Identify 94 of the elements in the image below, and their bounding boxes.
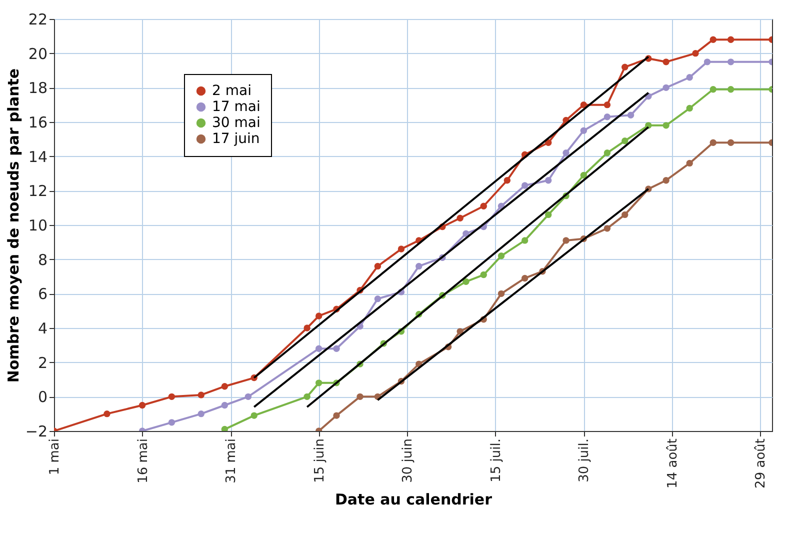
- y-tick-label: 20: [28, 44, 48, 63]
- point: [662, 58, 670, 66]
- point: [710, 86, 716, 93]
- point: [198, 392, 204, 398]
- point: [662, 84, 670, 92]
- point: [704, 58, 711, 66]
- point: [727, 58, 734, 66]
- point: [710, 36, 716, 43]
- point: [250, 412, 258, 419]
- point: [727, 139, 734, 146]
- point: [622, 64, 628, 70]
- y-tick-label: 6: [38, 285, 48, 304]
- point: [198, 410, 204, 418]
- x-tick-label: 30 juin: [400, 438, 416, 483]
- point: [168, 419, 176, 426]
- point: [710, 139, 716, 146]
- y-tick-label: 14: [28, 148, 48, 166]
- point: [456, 214, 464, 222]
- legend-label: 30 mai: [212, 115, 260, 131]
- point: [580, 127, 588, 134]
- point: [521, 274, 528, 282]
- point: [562, 237, 570, 244]
- point: [374, 262, 382, 270]
- point: [480, 271, 487, 278]
- point: [727, 36, 734, 43]
- y-tick-label: 2: [38, 354, 48, 372]
- point: [580, 101, 588, 108]
- y-tick-label: 18: [28, 79, 48, 98]
- x-tick-label: 14 août: [665, 438, 680, 488]
- point: [356, 393, 364, 400]
- point: [604, 114, 611, 120]
- point: [692, 50, 699, 57]
- legend-label: 17 mai: [212, 99, 260, 115]
- point: [138, 402, 146, 409]
- point: [498, 252, 505, 260]
- point: [662, 122, 670, 129]
- point: [315, 312, 322, 320]
- x-tick-label: 30 juil.: [577, 438, 592, 482]
- y-tick-label: 4: [38, 320, 48, 338]
- point: [521, 237, 528, 244]
- y-tick-label: 8: [38, 250, 48, 269]
- x-tick-label: 15 juin: [312, 438, 328, 483]
- x-axis-title: Date au calendrier: [334, 490, 493, 508]
- point: [315, 380, 322, 386]
- point: [727, 86, 734, 93]
- y-tick-label: 22: [28, 10, 48, 28]
- point: [221, 402, 228, 409]
- y-tick-label: 10: [28, 216, 48, 234]
- point: [333, 345, 340, 352]
- point: [244, 393, 252, 400]
- y-tick-label: 16: [28, 114, 48, 132]
- point: [168, 393, 176, 400]
- point: [604, 150, 611, 156]
- point: [627, 112, 634, 118]
- point: [622, 211, 628, 218]
- x-tick-label: 29 août: [754, 438, 769, 488]
- y-tick-label: 0: [38, 388, 48, 406]
- x-tick-label: 16 mai: [136, 438, 151, 484]
- point: [686, 104, 693, 112]
- point: [480, 202, 487, 210]
- point: [545, 177, 552, 184]
- point: [398, 246, 405, 252]
- point: [416, 262, 422, 270]
- point: [374, 295, 382, 302]
- point: [104, 410, 110, 418]
- point: [662, 177, 670, 184]
- point: [622, 138, 628, 144]
- y-axis-title: Nombre moyen de noeuds par plante: [4, 68, 22, 383]
- point: [545, 211, 552, 218]
- point: [333, 412, 340, 419]
- point: [304, 324, 310, 332]
- y-tick-label: 12: [28, 182, 48, 200]
- legend-label: 17 juin: [212, 131, 260, 147]
- point: [604, 225, 611, 232]
- point: [580, 172, 588, 179]
- point: [686, 74, 693, 81]
- x-tick-label: 1 mai: [48, 438, 62, 476]
- point: [521, 182, 528, 189]
- point: [221, 383, 228, 390]
- point: [462, 278, 470, 285]
- point: [304, 393, 310, 400]
- x-tick-label: 15 juil.: [488, 438, 504, 482]
- point: [315, 345, 322, 352]
- point: [462, 230, 470, 237]
- point: [221, 426, 228, 431]
- x-tick-label: 31 mai: [224, 438, 240, 484]
- legend-label: 2 mai: [212, 83, 252, 99]
- point: [562, 150, 570, 156]
- point: [686, 160, 693, 167]
- point: [456, 328, 464, 335]
- point: [498, 290, 505, 298]
- point: [504, 177, 511, 184]
- y-tick-label: −2: [25, 422, 48, 440]
- point: [604, 101, 611, 108]
